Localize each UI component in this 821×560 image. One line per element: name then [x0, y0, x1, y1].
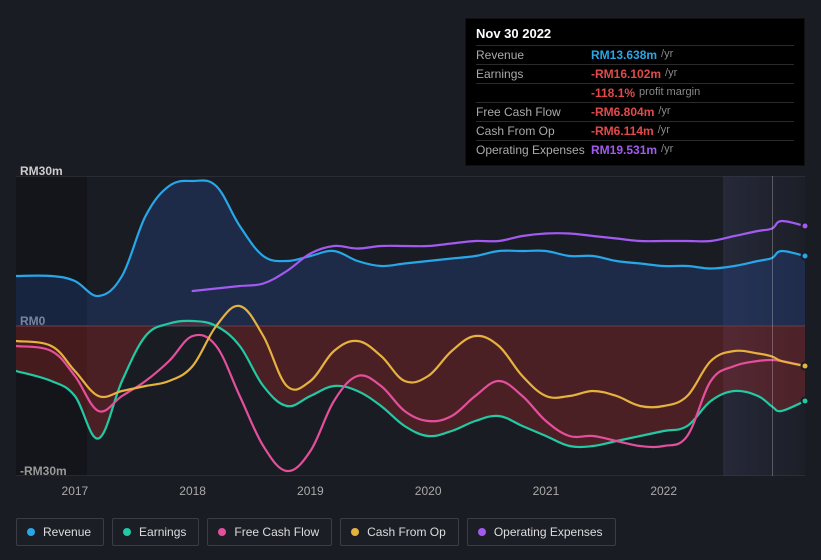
series-end-marker	[801, 222, 810, 231]
tooltip-label: Revenue	[476, 48, 591, 62]
tooltip-date: Nov 30 2022	[476, 26, 794, 41]
tooltip-label	[476, 86, 591, 100]
tooltip-value: -RM6.114m	[591, 124, 654, 138]
series-end-marker	[801, 362, 810, 371]
tooltip-unit: /yr	[658, 124, 670, 138]
chart-plot-area[interactable]	[16, 176, 805, 476]
x-axis-label: 2018	[179, 484, 206, 498]
tooltip-row: -118.1% profit margin	[476, 83, 794, 102]
legend-dot-icon	[218, 528, 226, 536]
tooltip-row: Cash From Op-RM6.114m/yr	[476, 121, 794, 140]
series-end-marker	[801, 397, 810, 406]
tooltip-unit: /yr	[661, 48, 673, 62]
legend-dot-icon	[478, 528, 486, 536]
chart-tooltip: Nov 30 2022 RevenueRM13.638m/yrEarnings-…	[465, 18, 805, 166]
tooltip-row: Free Cash Flow-RM6.804m/yr	[476, 102, 794, 121]
chart-legend: Revenue Earnings Free Cash Flow Cash From O…	[16, 518, 616, 546]
legend-dot-icon	[123, 528, 131, 536]
x-axis-label: 2021	[533, 484, 560, 498]
tooltip-unit: /yr	[665, 67, 677, 81]
legend-item-cash-from-op[interactable]: Cash From Op	[340, 518, 459, 546]
x-axis-labels: 2017 2018 2019 2020 2021 2022	[16, 484, 805, 500]
tooltip-row: RevenueRM13.638m/yr	[476, 45, 794, 64]
x-axis-label: 2017	[62, 484, 89, 498]
legend-label: Operating Expenses	[494, 525, 603, 539]
tooltip-label: Cash From Op	[476, 124, 591, 138]
tooltip-row: Operating ExpensesRM19.531m/yr	[476, 140, 794, 159]
x-axis-label: 2019	[297, 484, 324, 498]
tooltip-value: -118.1%	[591, 86, 635, 100]
financials-chart-container: Nov 30 2022 RevenueRM13.638m/yrEarnings-…	[0, 0, 821, 560]
x-axis-label: 2020	[415, 484, 442, 498]
tooltip-label: Free Cash Flow	[476, 105, 591, 119]
tooltip-label: Operating Expenses	[476, 143, 591, 157]
tooltip-value: -RM16.102m	[591, 67, 661, 81]
tooltip-label: Earnings	[476, 67, 591, 81]
tooltip-unit: /yr	[661, 143, 673, 157]
tooltip-unit: /yr	[658, 105, 670, 119]
tooltip-value: -RM6.804m	[591, 105, 654, 119]
legend-label: Revenue	[43, 525, 91, 539]
legend-label: Free Cash Flow	[234, 525, 319, 539]
tooltip-value: RM13.638m	[591, 48, 657, 62]
legend-item-revenue[interactable]: Revenue	[16, 518, 104, 546]
legend-dot-icon	[351, 528, 359, 536]
legend-item-earnings[interactable]: Earnings	[112, 518, 199, 546]
tooltip-unit: profit margin	[639, 86, 700, 100]
legend-label: Earnings	[139, 525, 186, 539]
legend-label: Cash From Op	[367, 525, 446, 539]
tooltip-row: Earnings-RM16.102m/yr	[476, 64, 794, 83]
series-end-marker	[801, 252, 810, 261]
chart-hover-line	[772, 176, 773, 476]
tooltip-value: RM19.531m	[591, 143, 657, 157]
legend-dot-icon	[27, 528, 35, 536]
legend-item-free-cash-flow[interactable]: Free Cash Flow	[207, 518, 332, 546]
legend-item-operating-expenses[interactable]: Operating Expenses	[467, 518, 616, 546]
x-axis-label: 2022	[650, 484, 677, 498]
